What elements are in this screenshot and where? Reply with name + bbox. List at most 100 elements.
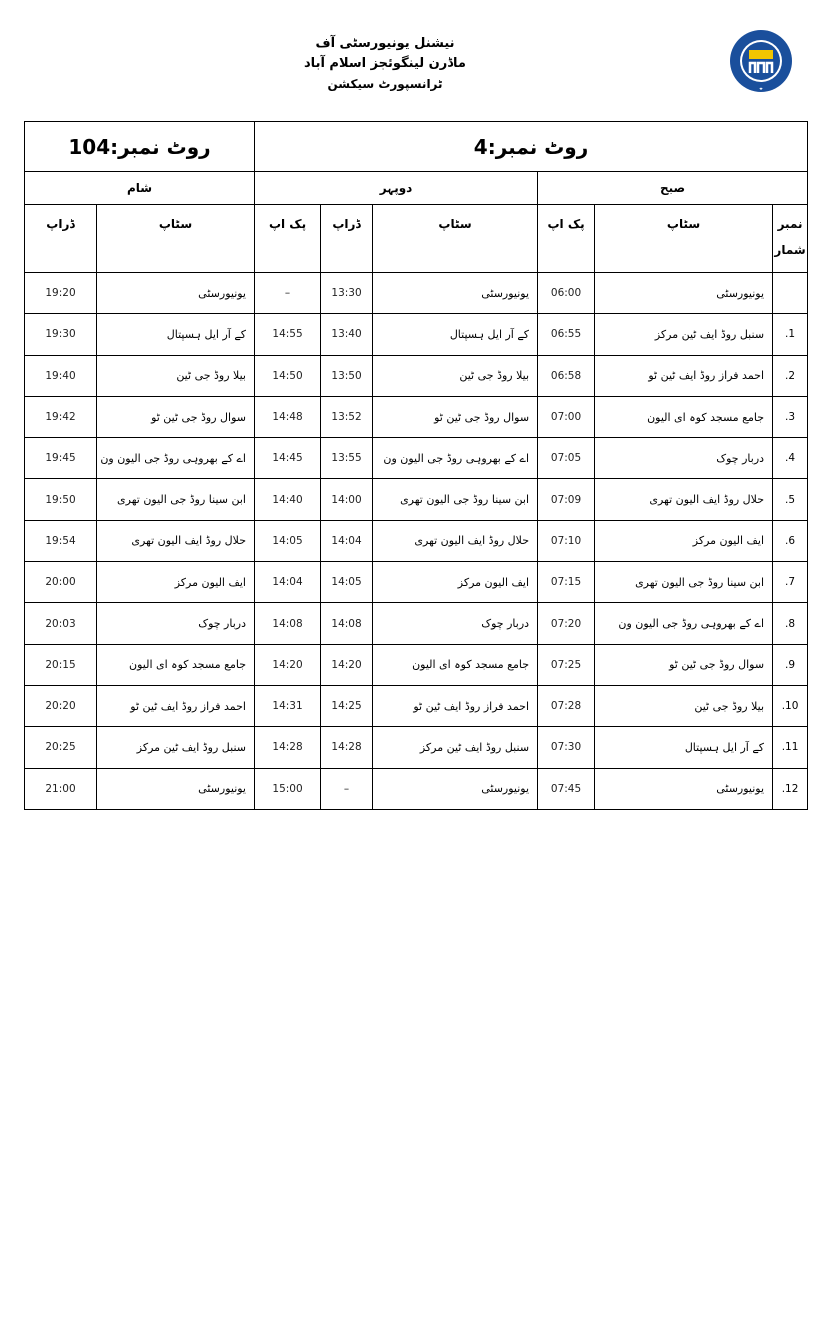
section-morning: صبح <box>537 171 809 205</box>
afternoon-drop-cell: 13:40 <box>320 313 374 356</box>
col-afternoon-pickup: پک اپ <box>253 204 322 273</box>
afternoon-stop-cell: سوال روڈ جی ٹین ٹو <box>372 395 539 439</box>
morning-pickup-cell: 06:00 <box>537 271 596 315</box>
morning-pickup-cell: 07:20 <box>537 602 596 645</box>
table-row: 6. ایف الیون مرکز 07:10 حلال روڈ ایف الیون … <box>24 519 809 563</box>
evening-drop-cell: 20:03 <box>24 602 97 645</box>
evening-stop-cell: اے کے بھروہی روڈ جی الیون ون <box>96 437 255 480</box>
morning-pickup-cell: 07:25 <box>537 643 596 686</box>
evening-drop-cell: 19:20 <box>24 271 97 315</box>
table-row: 12. یونیورسٹی 07:45 یونیورسٹی –15:00 یونیورسٹ… <box>24 767 809 810</box>
route-4-title: روٹ نمبر:4 <box>253 121 809 172</box>
morning-pickup-cell: 07:45 <box>537 767 596 810</box>
table-row: 4. دربار چوک 07:05 اے کے بھروہی روڈ جی الیو… <box>24 437 809 480</box>
afternoon-pickup-cell: 14:45 <box>253 437 322 480</box>
afternoon-stop-cell: احمد فراز روڈ ایف ٹین ٹو <box>372 684 539 728</box>
morning-stop-cell: کے آر ایل ہسپتال <box>594 726 774 769</box>
university-logo <box>730 30 792 92</box>
afternoon-drop-cell: 14:08 <box>320 602 374 645</box>
table-row: 2. احمد فراز روڈ ایف ٹین ٹو 06:58 بیلا روڈ … <box>24 354 809 397</box>
evening-stop-cell: کے آر ایل ہسپتال <box>96 313 255 356</box>
afternoon-pickup-cell: 14:28 <box>253 726 322 769</box>
evening-stop-cell: یونیورسٹی <box>96 767 255 810</box>
afternoon-stop-cell: ابن سینا روڈ جی الیون تھری <box>372 478 539 521</box>
afternoon-pickup-cell: 14:50 <box>253 354 322 397</box>
evening-stop-cell: دربار چوک <box>96 602 255 645</box>
afternoon-drop-cell: 13:55 <box>320 437 374 480</box>
afternoon-stop-cell: دربار چوک <box>372 602 539 645</box>
morning-pickup-cell: 07:15 <box>537 561 596 604</box>
morning-stop-cell: بیلا روڈ جی ٹین <box>594 684 774 728</box>
evening-drop-cell: 21:00 <box>24 767 97 810</box>
serial-cell: 8. <box>772 602 809 645</box>
serial-cell: 9. <box>772 643 809 686</box>
table-row: 3. جامع مسجد کوہ ای الیون 07:00 سوال روڈ جی… <box>24 395 809 439</box>
afternoon-drop-cell: 13:50 <box>320 354 374 397</box>
evening-drop-cell: 19:45 <box>24 437 97 480</box>
serial-cell: 5. <box>772 478 809 521</box>
section-evening: شام <box>24 171 255 205</box>
morning-pickup-cell: 06:55 <box>537 313 596 356</box>
col-afternoon-stop: سٹاپ <box>372 204 539 273</box>
timetable-body: یونیورسٹی 06:00 یونیورسٹی 13:30– یونیورسٹی 19… <box>24 271 809 810</box>
serial-cell: 4. <box>772 437 809 480</box>
morning-stop-cell: یونیورسٹی <box>594 271 774 315</box>
evening-stop-cell: سوال روڈ جی ٹین ٹو <box>96 395 255 439</box>
evening-stop-cell: احمد فراز روڈ ایف ٹین ٹو <box>96 684 255 728</box>
morning-stop-cell: سنبل روڈ ایف ٹین مرکز <box>594 313 774 356</box>
table-row: 9. سوال روڈ جی ٹین ٹو 07:25 جامع مسجد کوہ ا… <box>24 643 809 686</box>
col-serial: نمبر شمار <box>772 204 809 273</box>
morning-pickup-cell: 07:09 <box>537 478 596 521</box>
morning-stop-cell: سوال روڈ جی ٹین ٹو <box>594 643 774 686</box>
afternoon-drop-cell: 14:00 <box>320 478 374 521</box>
route-104-title: روٹ نمبر:104 <box>24 121 255 172</box>
route-timetable: روٹ نمبر:4 روٹ نمبر:104 صبح دوپہر شام نم… <box>24 121 809 810</box>
afternoon-pickup-cell: 14:08 <box>253 602 322 645</box>
evening-stop-cell: بیلا روڈ جی ٹین <box>96 354 255 397</box>
afternoon-pickup-cell: 14:31 <box>253 684 322 728</box>
morning-pickup-cell: 07:30 <box>537 726 596 769</box>
afternoon-drop-cell: 14:25 <box>320 684 374 728</box>
morning-stop-cell: حلال روڈ ایف الیون تھری <box>594 478 774 521</box>
table-row: یونیورسٹی 06:00 یونیورسٹی 13:30– یونیورسٹی 19… <box>24 271 809 315</box>
evening-drop-cell: 19:42 <box>24 395 97 439</box>
afternoon-stop-cell: یونیورسٹی <box>372 271 539 315</box>
afternoon-drop-cell: 13:52 <box>320 395 374 439</box>
table-row: 1. سنبل روڈ ایف ٹین مرکز 06:55 کے آر ایل ہس… <box>24 313 809 356</box>
serial-cell: 11. <box>772 726 809 769</box>
afternoon-stop-cell: جامع مسجد کوہ ای الیون <box>372 643 539 686</box>
serial-cell: 12. <box>772 767 809 810</box>
afternoon-drop-cell: 14:20 <box>320 643 374 686</box>
evening-drop-cell: 20:15 <box>24 643 97 686</box>
evening-drop-cell: 19:50 <box>24 478 97 521</box>
serial-cell: 6. <box>772 519 809 563</box>
afternoon-stop-cell: کے آر ایل ہسپتال <box>372 313 539 356</box>
evening-drop-cell: 19:54 <box>24 519 97 563</box>
col-morning-pickup: پک اپ <box>537 204 596 273</box>
evening-stop-cell: یونیورسٹی <box>96 271 255 315</box>
table-row: 11. کے آر ایل ہسپتال 07:30 سنبل روڈ ایف ٹین… <box>24 726 809 769</box>
table-row: 10. بیلا روڈ جی ٹین 07:28 احمد فراز روڈ ایف… <box>24 684 809 728</box>
serial-cell <box>772 271 809 315</box>
col-morning-stop: سٹاپ <box>594 204 774 273</box>
afternoon-pickup-cell: 14:40 <box>253 478 322 521</box>
afternoon-pickup-cell: 14:04 <box>253 561 322 604</box>
evening-drop-cell: 20:20 <box>24 684 97 728</box>
afternoon-stop-cell: یونیورسٹی <box>372 767 539 810</box>
afternoon-stop-cell: بیلا روڈ جی ٹین <box>372 354 539 397</box>
col-evening-stop: سٹاپ <box>96 204 255 273</box>
morning-stop-cell: ایف الیون مرکز <box>594 519 774 563</box>
serial-cell: 2. <box>772 354 809 397</box>
evening-stop-cell: ابن سینا روڈ جی الیون تھری <box>96 478 255 521</box>
afternoon-pickup-cell: 14:20 <box>253 643 322 686</box>
morning-stop-cell: ابن سینا روڈ جی الیون تھری <box>594 561 774 604</box>
morning-stop-cell: جامع مسجد کوہ ای الیون <box>594 395 774 439</box>
document-header: نیشنل یونیورسٹی آف ماڈرن لینگوئجز اسلام … <box>300 34 470 94</box>
morning-stop-cell: احمد فراز روڈ ایف ٹین ٹو <box>594 354 774 397</box>
afternoon-stop-cell: سنبل روڈ ایف ٹین مرکز <box>372 726 539 769</box>
afternoon-pickup-cell: 14:55 <box>253 313 322 356</box>
table-row: 8. اے کے بھروہی روڈ جی الیون ون 07:20 دربار… <box>24 602 809 645</box>
afternoon-drop-cell: 14:04 <box>320 519 374 563</box>
morning-stop-cell: یونیورسٹی <box>594 767 774 810</box>
afternoon-drop-cell: 14:28 <box>320 726 374 769</box>
